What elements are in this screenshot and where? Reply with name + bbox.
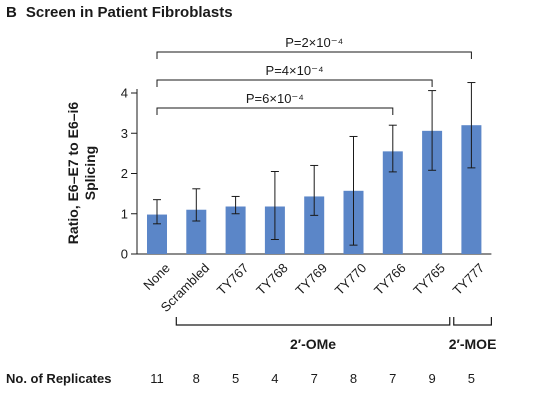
replicate-count: 8 bbox=[193, 371, 200, 386]
error-bar-scrambled bbox=[192, 188, 201, 222]
comparison-bracket: P=2×10⁻⁴ bbox=[156, 35, 472, 59]
y-tick-label: 3 bbox=[121, 126, 128, 141]
replicates-row: No. of Replicates 11 8 5 4 7 8 7 9 5 bbox=[6, 371, 475, 386]
error-bars bbox=[153, 82, 476, 246]
bar-none bbox=[147, 214, 167, 254]
y-tick-label: 2 bbox=[121, 166, 128, 181]
group-line bbox=[453, 317, 492, 326]
replicate-count: 7 bbox=[389, 371, 396, 386]
bar-scrambled bbox=[186, 209, 207, 254]
comparison-p-value: P=2×10⁻⁴ bbox=[285, 35, 343, 50]
replicate-count: 11 bbox=[150, 371, 164, 386]
panel-title: Screen in Patient Fibroblasts bbox=[25, 4, 233, 21]
replicate-count: 5 bbox=[232, 371, 239, 386]
category-label: TY777 bbox=[450, 260, 488, 298]
panel-letter: B bbox=[6, 4, 17, 21]
comparison-bracket: P=4×10⁻⁴ bbox=[156, 63, 433, 87]
replicate-count: 8 bbox=[350, 371, 357, 386]
category-label: TY768 bbox=[253, 260, 291, 298]
error-bar-ty766 bbox=[388, 124, 397, 173]
category-label: TY770 bbox=[332, 260, 370, 298]
category-label: TY765 bbox=[410, 260, 448, 298]
bar-ty777 bbox=[461, 125, 482, 254]
group-label: 2′-MOE bbox=[449, 336, 497, 352]
comparison-brackets: P=6×10⁻⁴ P=4×10⁻⁴ P=2×10⁻⁴ bbox=[156, 35, 472, 115]
y-tick-label: 1 bbox=[121, 206, 128, 221]
comparison-line bbox=[156, 51, 472, 59]
comparison-p-value: P=6×10⁻⁴ bbox=[246, 91, 304, 106]
error-bar-ty768 bbox=[270, 170, 279, 241]
error-bar-ty767 bbox=[231, 195, 240, 215]
comparison-line bbox=[156, 107, 394, 115]
replicate-count: 5 bbox=[468, 371, 475, 386]
category-label: None bbox=[140, 260, 173, 293]
replicate-count: 9 bbox=[428, 371, 435, 386]
error-bar-ty770 bbox=[349, 135, 358, 246]
comparison-bracket: P=6×10⁻⁴ bbox=[156, 91, 394, 115]
panel-heading: B Screen in Patient Fibroblasts bbox=[6, 4, 233, 21]
y-tick-label: 0 bbox=[121, 247, 128, 262]
comparison-p-value: P=4×10⁻⁴ bbox=[266, 63, 324, 78]
group-brackets: 2′-OMe 2′-MOE bbox=[175, 317, 497, 352]
category-label: TY769 bbox=[292, 260, 330, 298]
category-label: TY766 bbox=[371, 260, 409, 298]
bars bbox=[147, 125, 482, 254]
error-bar-none bbox=[153, 199, 161, 225]
bar-ty765 bbox=[422, 130, 443, 254]
bar-ty766 bbox=[382, 151, 403, 254]
group-line bbox=[175, 317, 451, 326]
y-axis-title-line: Ratio, E6–E7 to E6–i6 bbox=[65, 102, 81, 245]
group-bracket: 2′-OMe bbox=[175, 317, 451, 352]
comparison-line bbox=[156, 79, 433, 87]
group-label: 2′-OMe bbox=[290, 336, 336, 352]
error-bar-ty765 bbox=[428, 90, 437, 171]
y-tick-label: 4 bbox=[121, 86, 128, 101]
error-bar-ty769 bbox=[310, 164, 319, 216]
replicate-count: 7 bbox=[311, 371, 318, 386]
y-axis-title-line: Splicing bbox=[82, 146, 98, 200]
replicate-count: 4 bbox=[271, 371, 278, 386]
bar-ty767 bbox=[225, 206, 246, 254]
error-bar-ty777 bbox=[467, 82, 476, 169]
replicates-label: No. of Replicates bbox=[6, 371, 111, 386]
bar-ty769 bbox=[304, 196, 325, 254]
group-bracket: 2′-MOE bbox=[449, 317, 497, 352]
category-label: TY767 bbox=[214, 260, 252, 298]
